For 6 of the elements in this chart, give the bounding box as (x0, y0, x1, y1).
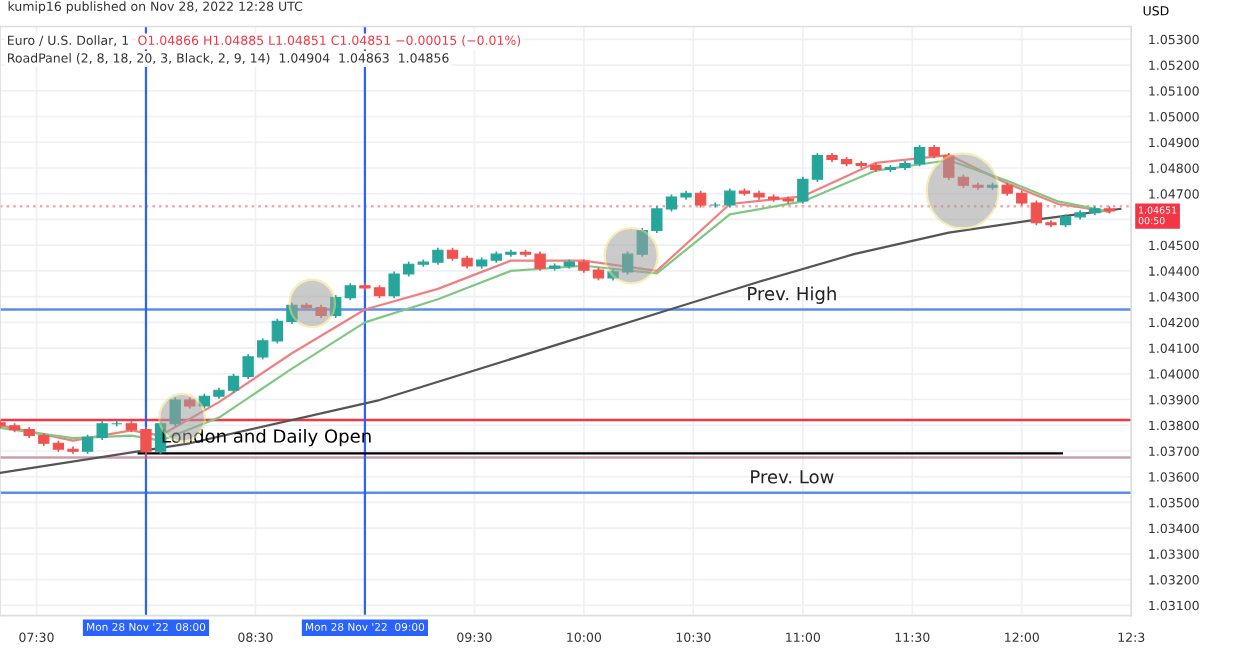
candlestick (330, 294, 342, 319)
ref-line-label: Prev. High (748, 286, 836, 304)
candlestick (724, 187, 736, 209)
candlestick (111, 419, 123, 428)
ref-line-label: Prev. Low (751, 470, 834, 484)
line-series (0, 207, 1122, 474)
